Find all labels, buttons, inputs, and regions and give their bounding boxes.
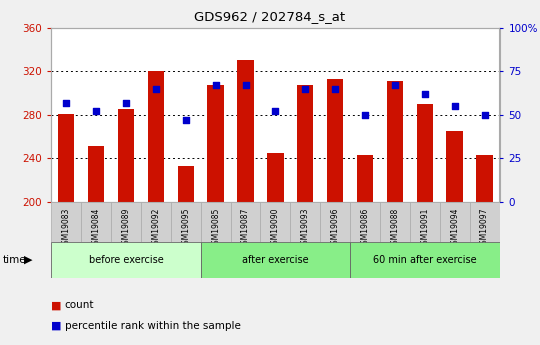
Bar <box>260 202 291 242</box>
Point <box>92 108 100 114</box>
Point <box>181 117 190 123</box>
Point <box>421 91 429 97</box>
Bar <box>141 202 171 242</box>
Bar <box>416 104 433 202</box>
Bar <box>350 241 500 278</box>
Bar <box>51 202 81 242</box>
Bar <box>470 202 500 242</box>
Bar <box>147 71 164 202</box>
Point <box>271 108 280 114</box>
Bar <box>171 202 201 242</box>
Bar <box>237 60 254 202</box>
Point <box>301 86 309 91</box>
Text: after exercise: after exercise <box>242 255 309 265</box>
Bar <box>357 155 373 202</box>
Text: GSM19096: GSM19096 <box>330 208 340 249</box>
Point <box>361 112 369 118</box>
Text: GSM19090: GSM19090 <box>271 208 280 249</box>
Text: GSM19093: GSM19093 <box>301 208 310 249</box>
Text: GSM19097: GSM19097 <box>480 208 489 249</box>
Text: GSM19087: GSM19087 <box>241 208 250 249</box>
Point <box>62 100 71 105</box>
Bar <box>320 202 350 242</box>
Text: GSM19095: GSM19095 <box>181 208 190 249</box>
Bar <box>327 79 343 202</box>
Bar <box>207 85 224 202</box>
Text: GSM19086: GSM19086 <box>361 208 369 249</box>
Text: GSM19091: GSM19091 <box>420 208 429 249</box>
Text: GSM19084: GSM19084 <box>92 208 100 249</box>
Bar <box>201 202 231 242</box>
Text: before exercise: before exercise <box>89 255 164 265</box>
Bar <box>201 241 350 278</box>
Bar <box>440 202 470 242</box>
Point <box>122 100 130 105</box>
Text: ■: ■ <box>51 300 62 310</box>
Bar <box>118 109 134 202</box>
Text: ■: ■ <box>51 321 62 331</box>
Bar <box>88 146 104 202</box>
Text: GSM19089: GSM19089 <box>122 208 131 249</box>
Text: ▶: ▶ <box>24 255 33 265</box>
Text: 60 min after exercise: 60 min after exercise <box>373 255 477 265</box>
Bar <box>410 202 440 242</box>
Bar <box>51 241 201 278</box>
Text: time: time <box>3 255 26 265</box>
Text: GSM19085: GSM19085 <box>211 208 220 249</box>
Text: percentile rank within the sample: percentile rank within the sample <box>65 321 241 331</box>
Text: GSM19092: GSM19092 <box>151 208 160 249</box>
Point <box>211 82 220 88</box>
Bar <box>111 202 141 242</box>
Bar <box>380 202 410 242</box>
Point <box>390 82 399 88</box>
Bar <box>476 155 493 202</box>
Text: GSM19094: GSM19094 <box>450 208 459 249</box>
Text: GDS962 / 202784_s_at: GDS962 / 202784_s_at <box>194 10 346 23</box>
Point <box>480 112 489 118</box>
Bar <box>297 85 314 202</box>
Bar <box>58 114 75 202</box>
Bar <box>350 202 380 242</box>
Point <box>450 103 459 109</box>
Point <box>241 82 250 88</box>
Bar <box>267 153 284 202</box>
Text: count: count <box>65 300 94 310</box>
Bar <box>447 131 463 202</box>
Bar <box>387 81 403 202</box>
Bar <box>291 202 320 242</box>
Point <box>331 86 340 91</box>
Bar <box>231 202 260 242</box>
Bar <box>178 166 194 202</box>
Bar <box>81 202 111 242</box>
Text: GSM19088: GSM19088 <box>390 208 400 249</box>
Point <box>152 86 160 91</box>
Text: GSM19083: GSM19083 <box>62 208 71 249</box>
